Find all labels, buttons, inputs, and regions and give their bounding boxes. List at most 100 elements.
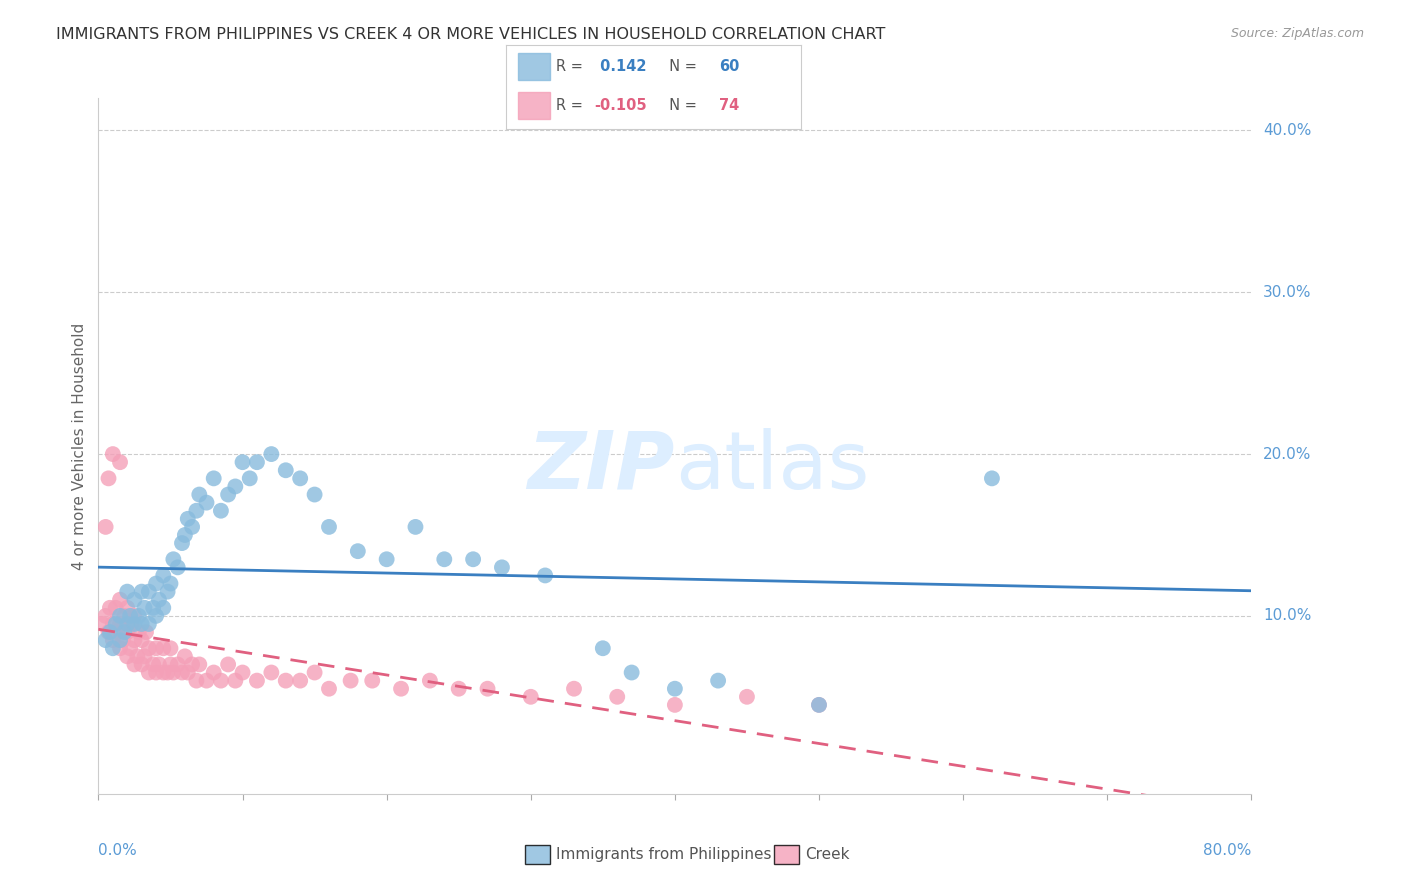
Point bbox=[202, 471, 225, 485]
Point bbox=[138, 641, 160, 656]
Point bbox=[145, 576, 167, 591]
Point bbox=[159, 576, 181, 591]
Point bbox=[707, 673, 730, 688]
Text: 30.0%: 30.0% bbox=[1263, 285, 1312, 300]
Point bbox=[128, 608, 150, 623]
Point bbox=[108, 617, 131, 632]
Point bbox=[174, 649, 197, 664]
Point bbox=[274, 673, 297, 688]
Point bbox=[209, 673, 232, 688]
Point bbox=[124, 592, 146, 607]
Point bbox=[101, 617, 124, 632]
Text: R =: R = bbox=[557, 59, 588, 74]
Point bbox=[202, 665, 225, 680]
Point bbox=[108, 592, 131, 607]
Point bbox=[224, 673, 246, 688]
Point bbox=[807, 698, 830, 712]
Point bbox=[188, 487, 211, 501]
Y-axis label: 4 or more Vehicles in Household: 4 or more Vehicles in Household bbox=[72, 322, 87, 570]
Point bbox=[94, 520, 117, 534]
Point bbox=[304, 665, 326, 680]
Point bbox=[174, 528, 197, 542]
Point bbox=[231, 665, 254, 680]
Point bbox=[120, 641, 142, 656]
Point bbox=[97, 471, 120, 485]
Point bbox=[112, 625, 135, 640]
Point bbox=[131, 633, 153, 648]
Text: IMMIGRANTS FROM PHILIPPINES VS CREEK 4 OR MORE VEHICLES IN HOUSEHOLD CORRELATION: IMMIGRANTS FROM PHILIPPINES VS CREEK 4 O… bbox=[56, 27, 886, 42]
Point bbox=[170, 536, 193, 550]
Point bbox=[108, 633, 131, 648]
Point bbox=[97, 625, 120, 640]
Point bbox=[142, 600, 165, 615]
Point bbox=[534, 568, 557, 582]
Point bbox=[361, 673, 384, 688]
Text: ZIP: ZIP bbox=[527, 428, 675, 506]
Point bbox=[145, 608, 167, 623]
Point bbox=[664, 681, 686, 696]
Point bbox=[419, 673, 441, 688]
Point bbox=[91, 617, 114, 632]
Text: N =: N = bbox=[659, 59, 702, 74]
Point bbox=[142, 657, 165, 672]
Text: Creek: Creek bbox=[804, 847, 849, 862]
Point bbox=[148, 592, 170, 607]
Point bbox=[117, 649, 138, 664]
Point bbox=[117, 584, 138, 599]
Point bbox=[131, 584, 153, 599]
Point bbox=[177, 512, 200, 526]
Point bbox=[290, 471, 312, 485]
Point bbox=[807, 698, 830, 712]
Text: Immigrants from Philippines: Immigrants from Philippines bbox=[555, 847, 772, 862]
Point bbox=[152, 568, 174, 582]
Point bbox=[128, 625, 150, 640]
Point bbox=[224, 479, 246, 493]
Text: R =: R = bbox=[557, 98, 588, 113]
Point bbox=[138, 665, 160, 680]
Point bbox=[562, 681, 585, 696]
Point bbox=[152, 665, 174, 680]
Point bbox=[156, 665, 179, 680]
Point bbox=[98, 600, 121, 615]
Point bbox=[981, 471, 1004, 485]
Point bbox=[120, 608, 142, 623]
Point bbox=[181, 520, 204, 534]
Point bbox=[94, 608, 117, 623]
Point bbox=[101, 633, 124, 648]
Point bbox=[186, 504, 208, 518]
Point bbox=[606, 690, 628, 704]
Point bbox=[477, 681, 499, 696]
Point bbox=[152, 600, 174, 615]
Point bbox=[246, 455, 269, 469]
Text: 10.0%: 10.0% bbox=[1263, 608, 1312, 624]
Point bbox=[134, 649, 156, 664]
Point bbox=[186, 673, 208, 688]
Point bbox=[156, 584, 179, 599]
Point bbox=[121, 617, 143, 632]
Point bbox=[318, 520, 340, 534]
Text: 40.0%: 40.0% bbox=[1263, 123, 1312, 138]
Point bbox=[111, 633, 134, 648]
Text: Source: ZipAtlas.com: Source: ZipAtlas.com bbox=[1230, 27, 1364, 40]
Point bbox=[117, 617, 138, 632]
Point bbox=[94, 633, 117, 648]
Point bbox=[112, 608, 135, 623]
Point bbox=[159, 657, 181, 672]
Point bbox=[375, 552, 398, 566]
Point bbox=[405, 520, 427, 534]
Point bbox=[124, 657, 146, 672]
Point bbox=[124, 633, 146, 648]
Text: 80.0%: 80.0% bbox=[1204, 843, 1251, 857]
Point bbox=[127, 649, 149, 664]
Point bbox=[304, 487, 326, 501]
Point bbox=[260, 447, 283, 461]
Point bbox=[159, 641, 181, 656]
Point bbox=[135, 625, 157, 640]
Point bbox=[152, 641, 174, 656]
Point bbox=[148, 657, 170, 672]
Text: 0.142: 0.142 bbox=[595, 59, 647, 74]
Point bbox=[246, 673, 269, 688]
Point bbox=[181, 657, 204, 672]
Point bbox=[101, 641, 124, 656]
Point bbox=[339, 673, 361, 688]
